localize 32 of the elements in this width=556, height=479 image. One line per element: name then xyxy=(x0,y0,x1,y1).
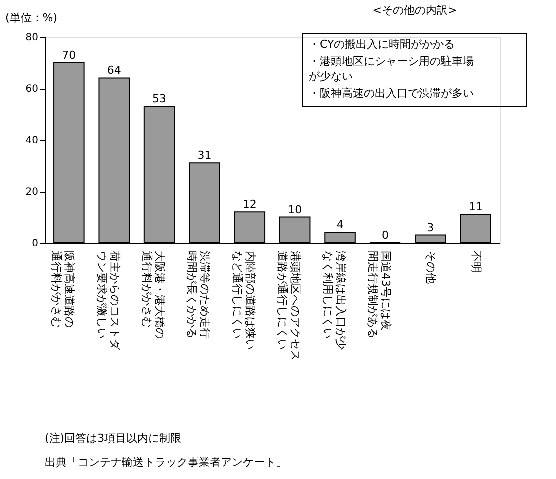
data-label: 53 xyxy=(152,92,167,106)
y-tick-label: 0 xyxy=(32,238,38,250)
x-tick-label: 荷主からのコストダウン要求が激しい xyxy=(95,251,122,351)
x-tick-label: 不明 xyxy=(470,251,483,273)
x-tick-label: 渋滞等のため走行時間が長くかかる xyxy=(186,251,212,339)
data-label: 10 xyxy=(288,203,302,216)
x-tick-label: 国道43号には夜間走行規制がある xyxy=(366,251,392,339)
source-note: 出典「コンテナ輸送トラック事業者アンケート」 xyxy=(45,456,287,469)
data-label: 0 xyxy=(382,229,389,242)
data-label: 3 xyxy=(427,221,434,234)
y-tick-label: 20 xyxy=(26,187,38,198)
data-label: 64 xyxy=(107,64,122,78)
annotation: ・CYの搬出入に時間がかかる xyxy=(309,38,456,51)
data-label: 11 xyxy=(468,200,483,214)
y-tick-label: 40 xyxy=(26,136,38,146)
data-label: 4 xyxy=(336,218,344,232)
y-tick-label: 60 xyxy=(26,84,38,95)
data-label: 31 xyxy=(198,149,212,162)
data-label: 70 xyxy=(62,48,76,62)
x-tick-label: 湾岸線は出入口が少なく利用しにくい xyxy=(321,251,348,350)
x-tick-label: 港頭地区へのアクセス道路が通行しにくい xyxy=(276,251,302,361)
annotation: ・阪神高速の出入口で渋滞が多い xyxy=(309,87,474,100)
text: (注)回答は3項目以内に制限 xyxy=(45,432,182,445)
y-axis-title: (単位：%) xyxy=(6,12,58,24)
data-label: 12 xyxy=(242,198,257,212)
y-tick-label: 80 xyxy=(26,32,38,44)
x-tick-label: その他 xyxy=(424,251,438,284)
text: <その他の内訳> xyxy=(372,4,458,17)
x-tick-label: 内陸部の道路は狭いなど通行しにくい xyxy=(230,251,257,350)
x-tick-label: 阪神高速道路の通行料がかさむ xyxy=(50,251,76,328)
annotation: ・港頭地区にシャーシ用の駐車場が少ない xyxy=(309,55,474,83)
x-tick-label: 大阪港・港大橋の通行料がかさむ xyxy=(140,251,167,339)
